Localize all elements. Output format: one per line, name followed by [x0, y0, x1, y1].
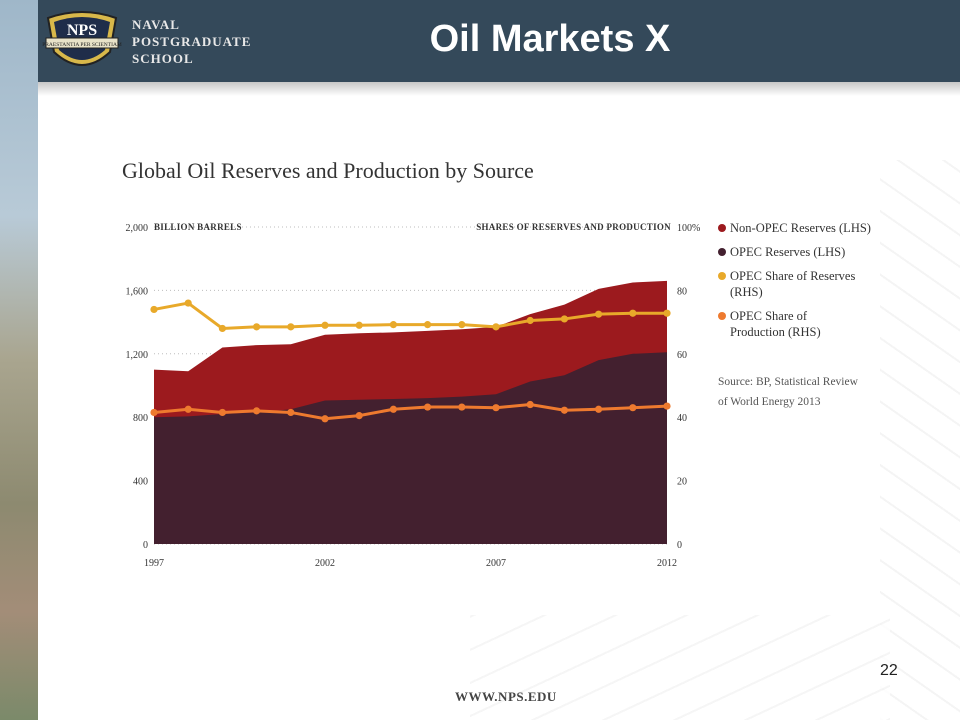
opec-share-reserves-point — [355, 321, 363, 329]
chart-source: Source: BP, Statistical Review of World … — [718, 372, 868, 412]
opec-share-reserves-line — [153, 301, 667, 330]
opec-share-reserves-point — [253, 323, 261, 331]
opec-share-production-point — [150, 408, 158, 417]
footer-url: WWW.NPS.EDU — [455, 689, 557, 704]
right-axis-label: SHARES OF RESERVES AND PRODUCTION — [476, 222, 671, 232]
opec-share-production-line — [153, 403, 668, 421]
x-axis-tick-label: 2012 — [657, 558, 677, 569]
opec-share-reserves-point — [629, 309, 637, 317]
legend-label: Non-OPEC Reserves (LHS) — [730, 221, 871, 235]
opec-share-production-point — [560, 406, 568, 414]
opec-reserves-area — [154, 352, 667, 544]
school-name-line: NAVAL — [132, 17, 180, 32]
opec-share-production-point — [458, 403, 466, 411]
opec-share-production-point — [526, 400, 534, 409]
opec-share-reserves-point — [424, 321, 432, 329]
legend-item-opec-share-production: OPEC Share of Production (RHS) — [718, 308, 840, 340]
opec-share-production-point — [595, 405, 603, 413]
legend-swatch — [718, 312, 726, 320]
opec-share-production-point — [355, 412, 363, 420]
opec-share-production-point — [184, 405, 192, 413]
right-axis-tick-label: 80 — [677, 286, 687, 297]
school-name-line: SCHOOL — [132, 51, 194, 66]
logo-motto: PRAESTANTIA PER SCIENTIAM — [42, 42, 122, 48]
x-axis-tick-label: 2002 — [315, 558, 335, 569]
opec-share-production-point — [321, 415, 329, 423]
opec-share-reserves-point — [595, 310, 603, 318]
legend-swatch — [718, 248, 726, 256]
legend-item-opec-share-reserves: OPEC Share of Reserves (RHS) — [718, 268, 888, 300]
globe-watermark-bottom — [470, 615, 890, 720]
opec-share-reserves-point — [492, 323, 500, 331]
left-axis-tick-label: 1,200 — [126, 350, 149, 361]
opec-share-production-point — [629, 404, 637, 412]
opec-share-production-point — [492, 404, 500, 412]
opec-share-production-point — [424, 403, 432, 411]
school-name-line: POSTGRADUATE — [132, 34, 252, 49]
page-number: 22 — [880, 662, 898, 679]
oil-chart: 2,000 1,600 1,200 800 400 0 100% 80 60 40 20 0 1997 2… — [126, 222, 701, 569]
right-axis-tick-label: 100% — [677, 223, 700, 234]
source-line: Source: BP, Statistical Review — [718, 376, 858, 388]
legend-label: OPEC Share of Reserves (RHS) — [730, 269, 856, 299]
slide-title: Oil Markets X — [429, 18, 671, 60]
left-axis-label: BILLION BARRELS — [154, 222, 242, 232]
opec-share-reserves-point — [287, 323, 295, 331]
legend-item-opec-reserves: OPEC Reserves (LHS) — [718, 244, 888, 260]
source-line: of World Energy 2013 — [718, 396, 821, 408]
left-axis-tick-label: 0 — [143, 540, 148, 551]
opec-share-reserves-point — [218, 324, 226, 333]
logo-letters: NPS — [67, 22, 97, 39]
left-axis-tick-label: 1,600 — [126, 286, 149, 297]
chart-legend: Non-OPEC Reserves (LHS) OPEC Reserves (L… — [718, 220, 888, 348]
right-axis-tick-label: 40 — [677, 413, 687, 424]
legend-item-non-opec-reserves: Non-OPEC Reserves (LHS) — [718, 220, 888, 236]
nps-logo: NPS PRAESTANTIA PER SCIENTIAM — [42, 11, 122, 66]
globe-watermark — [880, 160, 960, 720]
opec-share-production-point — [287, 408, 295, 417]
x-axis-tick-label: 2007 — [486, 558, 506, 569]
legend-swatch — [718, 224, 726, 232]
opec-share-reserves-point — [458, 321, 466, 329]
opec-share-reserves-point — [321, 321, 329, 329]
header-shadow — [38, 82, 960, 96]
legend-swatch — [718, 272, 726, 280]
header-bar — [38, 0, 960, 82]
left-axis-tick-label: 2,000 — [126, 223, 149, 234]
right-axis-tick-label: 60 — [677, 350, 687, 361]
school-name: NAVAL POSTGRADUATE SCHOOL — [132, 16, 251, 67]
legend-label: OPEC Share of Production (RHS) — [730, 309, 821, 339]
opec-share-reserves-point — [184, 299, 192, 307]
x-axis-tick-label: 1997 — [144, 558, 164, 569]
right-axis-tick-label: 20 — [677, 477, 687, 488]
opec-share-production-point — [218, 408, 226, 417]
opec-share-reserves-point — [150, 305, 158, 314]
left-axis-tick-label: 400 — [133, 477, 148, 488]
opec-share-production-point — [253, 407, 261, 415]
opec-share-production-point — [389, 405, 397, 413]
opec-share-reserves-point — [389, 321, 397, 329]
legend-label: OPEC Reserves (LHS) — [730, 245, 846, 259]
opec-share-reserves-point — [526, 316, 534, 325]
left-photo-strip — [0, 0, 38, 720]
left-axis-tick-label: 800 — [133, 413, 148, 424]
chart-title: Global Oil Reserves and Production by So… — [122, 158, 534, 183]
opec-share-reserves-point — [663, 309, 671, 317]
right-axis-tick-label: 0 — [677, 540, 682, 551]
opec-share-reserves-point — [560, 315, 568, 323]
opec-share-production-point — [663, 402, 671, 410]
